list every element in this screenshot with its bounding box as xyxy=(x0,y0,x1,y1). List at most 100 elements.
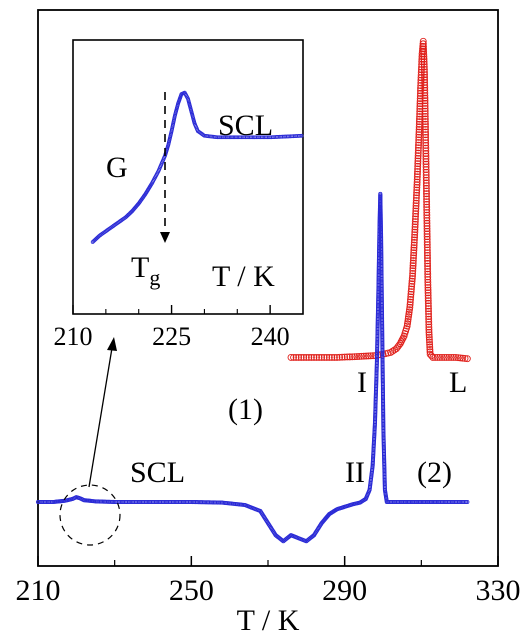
data-point xyxy=(423,241,431,249)
data-point xyxy=(409,267,417,275)
data-point xyxy=(424,273,432,281)
data-point xyxy=(413,178,421,186)
data-point xyxy=(410,236,418,244)
data-point xyxy=(353,353,361,360)
data-point xyxy=(302,353,310,361)
data-point xyxy=(305,353,313,361)
data-point xyxy=(423,217,431,225)
data-point xyxy=(423,198,431,206)
data-point xyxy=(426,345,434,353)
data-point xyxy=(422,168,430,176)
data-point xyxy=(424,262,432,270)
data-point xyxy=(414,162,422,170)
data-point xyxy=(423,238,431,246)
data-point xyxy=(405,310,413,318)
data-point xyxy=(422,176,430,184)
data-point xyxy=(420,42,427,50)
data-point xyxy=(431,499,436,505)
data-point xyxy=(408,283,416,290)
data-point xyxy=(420,55,428,63)
data-point xyxy=(426,338,433,346)
data-point xyxy=(438,353,446,361)
data-point xyxy=(424,294,432,302)
data-point xyxy=(408,499,413,505)
data-point xyxy=(422,123,429,131)
data-point xyxy=(425,336,433,344)
data-point xyxy=(423,222,431,230)
data-point xyxy=(348,353,356,361)
data-point xyxy=(412,210,420,218)
data-point xyxy=(412,212,419,220)
data-point xyxy=(422,184,430,192)
data-point xyxy=(360,352,368,360)
data-point xyxy=(346,353,354,361)
data-point xyxy=(421,92,429,99)
data-point xyxy=(415,499,420,505)
data-point xyxy=(416,499,421,505)
data-point xyxy=(408,275,416,283)
data-point xyxy=(405,313,412,321)
data-point xyxy=(419,37,427,45)
data-point xyxy=(415,133,423,141)
data-point xyxy=(423,233,431,241)
data-point xyxy=(408,277,416,285)
data-point xyxy=(463,355,471,363)
data-point xyxy=(411,218,419,226)
inset-label-glass: G xyxy=(106,151,128,184)
data-point xyxy=(459,354,467,362)
data-point xyxy=(424,302,432,310)
data-point xyxy=(421,81,429,89)
data-point xyxy=(411,220,419,228)
inset-data-layer xyxy=(90,90,304,244)
data-point xyxy=(409,272,416,280)
data-point xyxy=(415,128,423,136)
data-point xyxy=(421,94,429,102)
data-point xyxy=(401,499,406,505)
data-point xyxy=(432,499,438,505)
main-x-tick-label: 290 xyxy=(322,574,367,607)
data-point xyxy=(425,323,433,331)
data-point xyxy=(422,182,430,190)
data-point xyxy=(407,285,415,293)
data-point xyxy=(443,353,451,361)
data-point xyxy=(414,154,422,162)
data-point xyxy=(423,499,428,505)
data-point xyxy=(424,292,432,299)
data-point xyxy=(447,353,455,361)
data-point xyxy=(422,144,430,152)
data-point xyxy=(403,322,411,330)
data-point xyxy=(422,147,430,155)
data-point xyxy=(421,89,429,97)
data-point xyxy=(406,306,413,314)
data-point xyxy=(417,499,423,505)
data-point xyxy=(410,241,418,249)
data-point xyxy=(407,288,415,296)
data-point xyxy=(422,141,430,149)
data-point xyxy=(413,189,421,197)
data-point xyxy=(313,353,321,361)
data-point xyxy=(423,219,431,227)
data-point xyxy=(318,353,326,361)
data-point xyxy=(292,353,300,361)
data-point xyxy=(101,499,106,504)
data-point xyxy=(409,257,417,264)
data-point xyxy=(420,45,428,53)
data-point xyxy=(420,499,425,505)
data-point xyxy=(395,341,403,349)
data-point xyxy=(422,128,429,136)
data-point xyxy=(409,262,417,270)
data-point xyxy=(323,353,331,361)
data-point xyxy=(404,317,412,325)
data-point xyxy=(384,349,392,357)
data-point xyxy=(423,227,431,235)
data-point xyxy=(440,353,448,361)
data-point xyxy=(414,149,422,157)
data-point xyxy=(295,353,303,361)
data-point xyxy=(420,60,428,68)
data-point xyxy=(422,174,430,182)
data-point xyxy=(425,315,433,323)
data-point xyxy=(424,278,432,286)
data-point xyxy=(414,152,422,160)
data-point xyxy=(423,192,430,200)
